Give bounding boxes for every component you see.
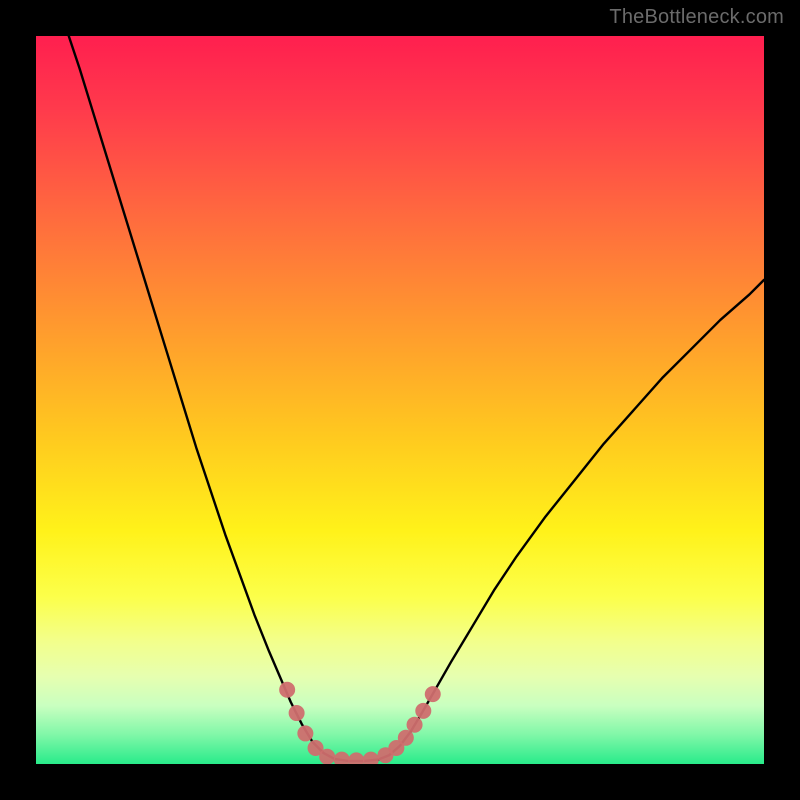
curve-marker bbox=[407, 717, 423, 733]
curve-layer bbox=[36, 36, 764, 764]
curve-marker bbox=[297, 725, 313, 741]
curve-marker bbox=[363, 752, 379, 764]
curve-marker bbox=[279, 682, 295, 698]
curve-marker bbox=[319, 749, 335, 764]
curve-marker bbox=[425, 686, 441, 702]
curve-marker bbox=[415, 703, 431, 719]
plot-area bbox=[36, 36, 764, 764]
curve-marker bbox=[334, 752, 350, 764]
watermark-text: TheBottleneck.com bbox=[609, 6, 784, 29]
curve-marker bbox=[289, 705, 305, 721]
outer-frame: TheBottleneck.com bbox=[0, 0, 800, 800]
bottleneck-curve bbox=[69, 36, 764, 761]
curve-marker bbox=[398, 730, 414, 746]
curve-marker bbox=[348, 752, 364, 764]
